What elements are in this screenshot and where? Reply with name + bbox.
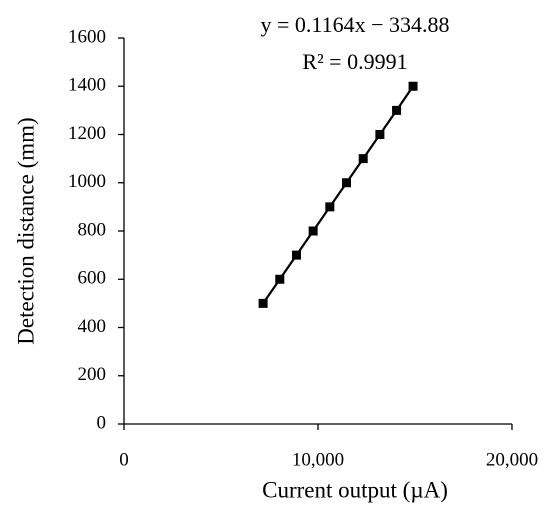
point — [392, 105, 402, 115]
y-tick-label: 600 — [78, 268, 107, 289]
point — [358, 154, 368, 164]
trend-line — [262, 85, 414, 305]
point — [291, 250, 301, 260]
y-tick-label: 1200 — [68, 123, 106, 144]
y-tick-label: 1000 — [68, 171, 106, 192]
x-axis-title: Current output (µA) — [262, 477, 448, 502]
r-squared: R² = 0.9991 — [302, 49, 407, 74]
x-tick-label: 0 — [119, 449, 129, 470]
y-tick-label: 0 — [97, 412, 107, 433]
point — [375, 130, 385, 139]
point — [325, 202, 335, 212]
y-tick-label: 800 — [78, 219, 107, 240]
point — [258, 298, 268, 308]
y-tick-label: 1600 — [68, 26, 106, 47]
point — [308, 226, 318, 236]
point — [275, 274, 285, 284]
point — [342, 178, 352, 188]
y-tick-label: 1400 — [68, 75, 106, 96]
y-axis-title: Detection distance (mm) — [13, 117, 38, 344]
x-tick-label: 10,000 — [292, 449, 344, 470]
x-tick-label: 20,000 — [486, 449, 538, 470]
equation: y = 0.1164x − 334.88 — [261, 12, 450, 37]
y-tick-label: 200 — [78, 364, 107, 385]
y-tick-label: 400 — [78, 316, 107, 337]
point — [408, 81, 418, 91]
